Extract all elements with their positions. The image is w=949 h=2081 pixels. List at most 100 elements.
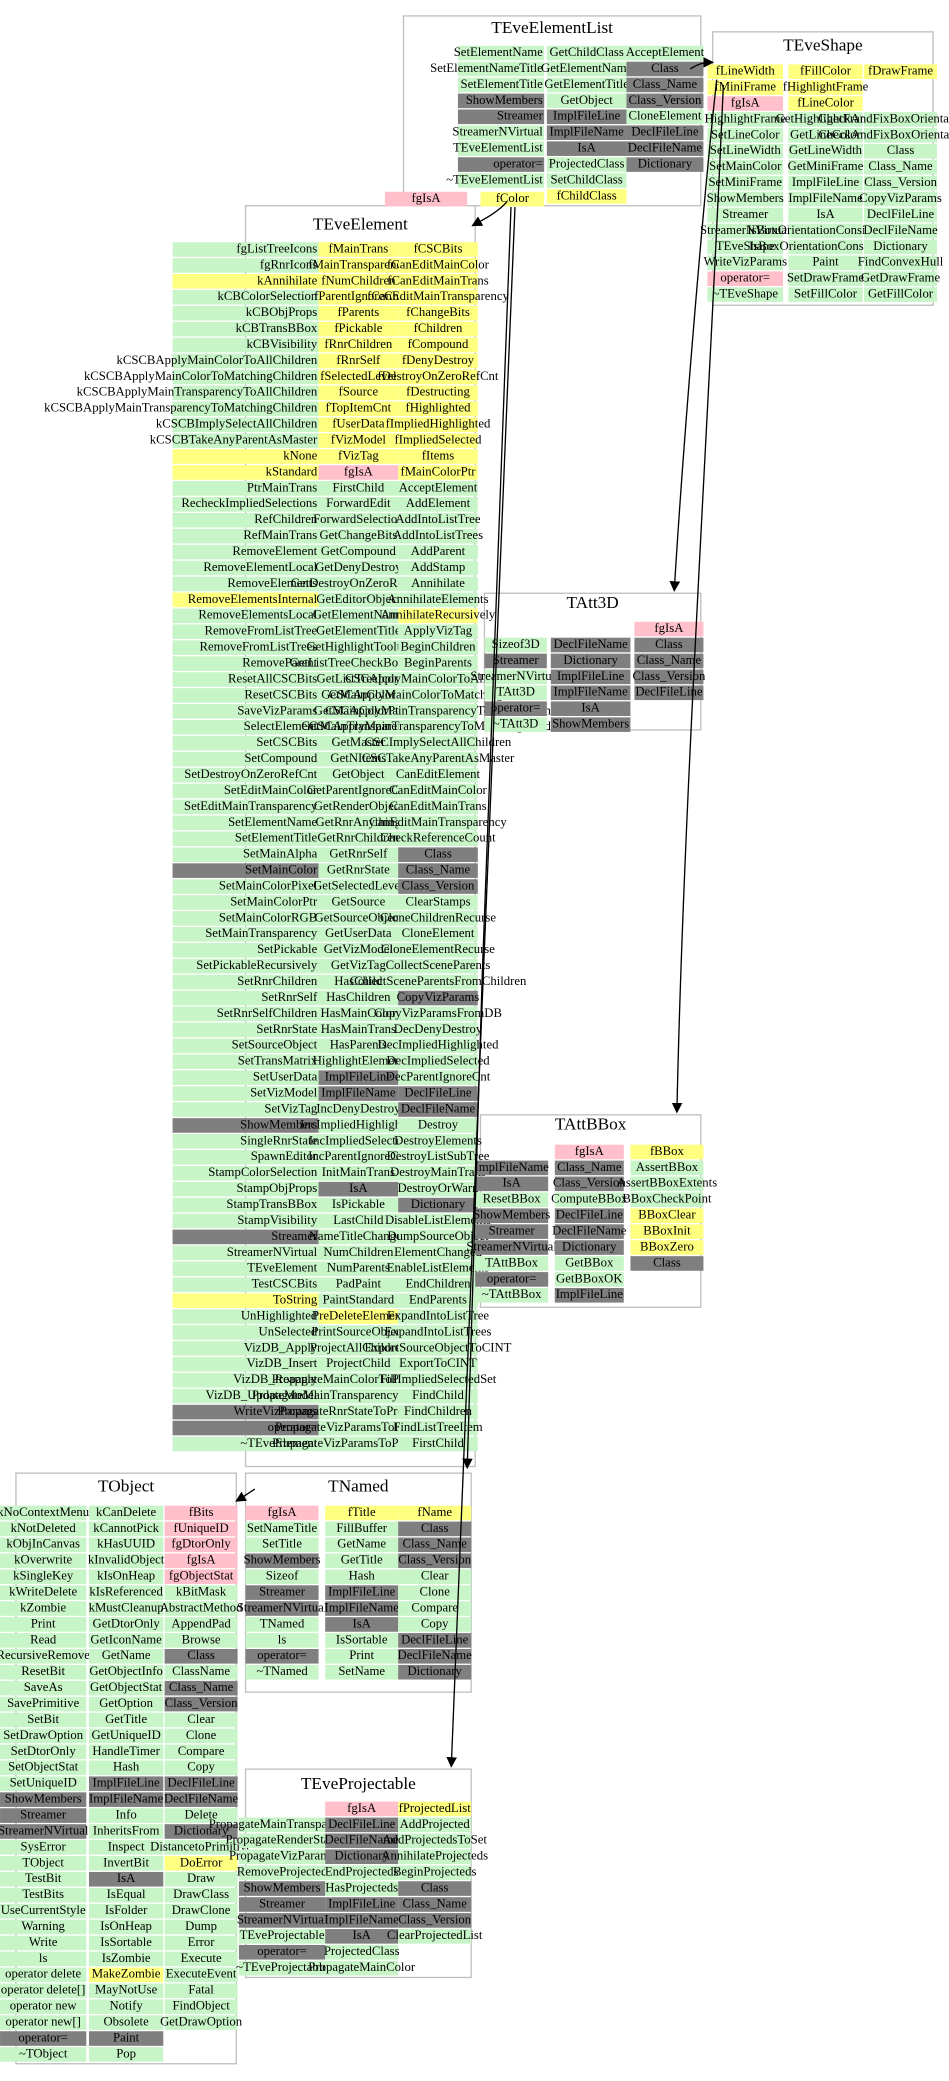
member-cell bbox=[707, 271, 784, 287]
member-cell bbox=[398, 560, 478, 576]
member-cell bbox=[864, 175, 938, 191]
member-cell bbox=[398, 719, 478, 735]
member-name: IsA bbox=[117, 1871, 136, 1885]
member-name: fTitle bbox=[348, 1505, 376, 1519]
member-cell bbox=[457, 93, 545, 109]
member-name: SetRnrState bbox=[256, 1022, 317, 1036]
member-cell bbox=[475, 1176, 549, 1192]
member-name: FillBuffer bbox=[336, 1521, 387, 1535]
member-name: SetMainColorPtr bbox=[230, 894, 318, 908]
member-cell bbox=[88, 1569, 164, 1584]
member-cell bbox=[457, 77, 545, 93]
member-name: AssertBBoxExtents bbox=[617, 1176, 718, 1190]
member-name: DecDenyDestroy bbox=[394, 1022, 483, 1036]
member-cell bbox=[325, 1881, 399, 1896]
member-cell bbox=[398, 990, 478, 1006]
member-cell bbox=[238, 1849, 326, 1865]
member-cell bbox=[164, 1840, 238, 1855]
member-cell bbox=[88, 1919, 164, 1935]
member-cell bbox=[325, 1617, 399, 1632]
member-cell bbox=[788, 128, 863, 143]
member-name: ImplFileLine bbox=[328, 1585, 396, 1599]
member-cell bbox=[398, 401, 478, 417]
member-cell bbox=[457, 157, 545, 172]
member-name: TEveElement bbox=[247, 1261, 317, 1275]
member-name: GetChildClass bbox=[549, 45, 623, 59]
member-cell bbox=[398, 1664, 472, 1680]
member-cell bbox=[172, 767, 319, 783]
inheritance-arrow bbox=[462, 207, 512, 1470]
member-name: Compare bbox=[411, 1600, 458, 1614]
member-name: IsEqual bbox=[107, 1887, 146, 1901]
member-name: GetTitle bbox=[105, 1712, 147, 1726]
member-cell bbox=[457, 173, 545, 188]
member-name: GetUserData bbox=[325, 926, 392, 940]
member-cell bbox=[325, 1849, 399, 1865]
member-cell bbox=[88, 1664, 164, 1680]
member-name: DeclFileName bbox=[398, 1648, 473, 1662]
member-cell bbox=[0, 1951, 87, 1967]
inheritance-arrow bbox=[669, 79, 718, 592]
member-name: GetSelectedLevel bbox=[313, 878, 404, 892]
member-cell bbox=[864, 223, 938, 239]
member-name: Print bbox=[349, 1648, 374, 1662]
member-name: fBBox bbox=[650, 1144, 685, 1158]
class-title: TAtt3D bbox=[566, 593, 618, 612]
member-cell bbox=[172, 688, 319, 703]
member-name: EnableListElements bbox=[387, 1261, 490, 1275]
member-name: fMainColorPtr bbox=[401, 464, 477, 478]
member-name: AnnihilateRecursively bbox=[381, 608, 496, 622]
member-cell bbox=[172, 672, 319, 687]
member-cell bbox=[318, 576, 399, 592]
member-cell bbox=[318, 1325, 399, 1340]
member-name: IsZombie bbox=[102, 1951, 151, 1965]
member-cell bbox=[398, 783, 478, 799]
member-name: SetMainAlpha bbox=[243, 847, 318, 861]
member-cell bbox=[788, 64, 863, 79]
member-name: Streamer bbox=[497, 109, 544, 123]
member-cell bbox=[172, 560, 319, 576]
member-name: SetEditMainTransparency bbox=[184, 799, 318, 813]
member-name: ImplFileName bbox=[325, 1912, 400, 1926]
member-cell bbox=[88, 1887, 164, 1903]
member-cell bbox=[318, 672, 399, 687]
member-cell bbox=[626, 77, 704, 93]
member-name: Dictionary bbox=[411, 1197, 466, 1211]
member-cell bbox=[0, 1712, 87, 1728]
member-name: kIsOnHeap bbox=[97, 1569, 155, 1583]
member-name: ForwardEdit bbox=[326, 496, 391, 510]
member-cell bbox=[172, 1165, 319, 1181]
member-cell bbox=[318, 1309, 399, 1324]
member-cell bbox=[630, 1240, 704, 1255]
member-cell bbox=[398, 1102, 478, 1117]
member-name: SetChildClass bbox=[551, 172, 623, 186]
member-name: TestCSCBits bbox=[252, 1277, 318, 1291]
member-name: ~TAttBBox bbox=[482, 1287, 542, 1301]
member-name: CheckAndFixBoxOrientationEv bbox=[818, 111, 949, 125]
member-name: Destroy bbox=[418, 1117, 459, 1131]
member-cell bbox=[325, 1897, 399, 1912]
member-name: IsA bbox=[349, 1181, 368, 1195]
member-cell bbox=[325, 1913, 399, 1928]
member-cell bbox=[325, 1929, 399, 1944]
member-name: GetElementTitle bbox=[544, 77, 629, 91]
member-cell bbox=[88, 1792, 164, 1807]
member-cell bbox=[164, 1601, 238, 1616]
member-name: IncImpliedSelected bbox=[309, 1133, 409, 1147]
member-name: UnHighlighted bbox=[241, 1308, 318, 1322]
member-name: GetObjectInfo bbox=[89, 1664, 163, 1678]
member-cell bbox=[172, 704, 319, 719]
member-name: SetElementTitle bbox=[235, 831, 318, 845]
member-cell bbox=[172, 353, 319, 369]
member-cell bbox=[0, 1649, 87, 1664]
member-cell bbox=[318, 433, 399, 448]
member-name: operator= bbox=[487, 1271, 537, 1285]
member-name: GetListTreeCheckBoxIcon bbox=[290, 656, 428, 670]
member-name: GetBBox bbox=[565, 1255, 614, 1269]
member-name: BeginParents bbox=[404, 656, 472, 670]
member-name: kAnnihilate bbox=[257, 273, 317, 287]
member-cell bbox=[554, 1192, 624, 1208]
member-cell bbox=[164, 1824, 238, 1839]
member-name: Class_Version bbox=[864, 175, 938, 189]
member-name: GetObject bbox=[332, 767, 385, 781]
